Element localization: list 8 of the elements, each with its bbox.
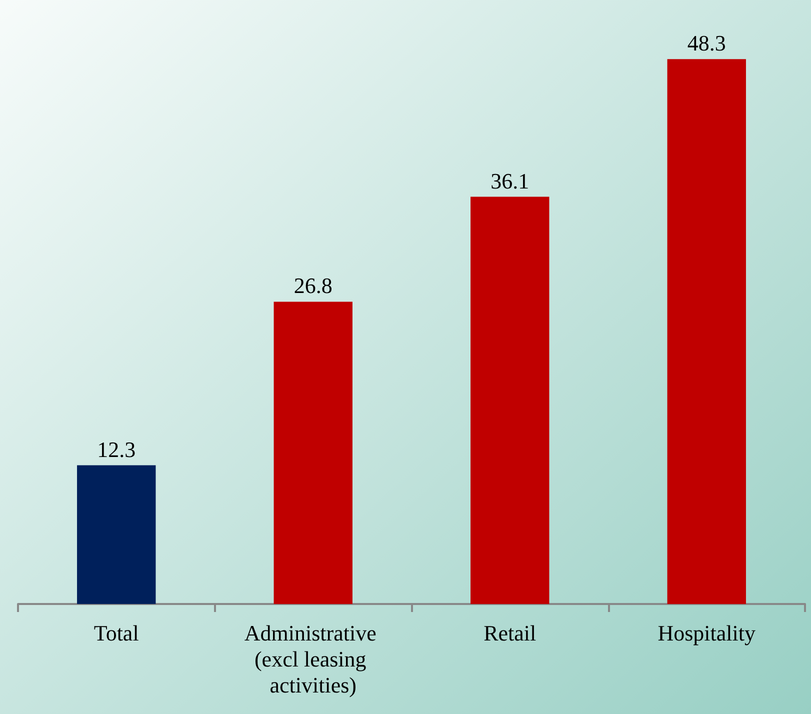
x-tick-label: Retail [484, 620, 536, 646]
data-label: 26.8 [294, 273, 332, 298]
x-tick-label: Hospitality [658, 620, 756, 646]
data-label: 36.1 [490, 168, 530, 194]
x-tick-label: Total [94, 620, 139, 646]
x-tick-label: Administrative (excl leasing activities) [244, 620, 382, 698]
data-label: 12.3 [97, 436, 136, 462]
data-label: 48.3 [687, 30, 726, 56]
